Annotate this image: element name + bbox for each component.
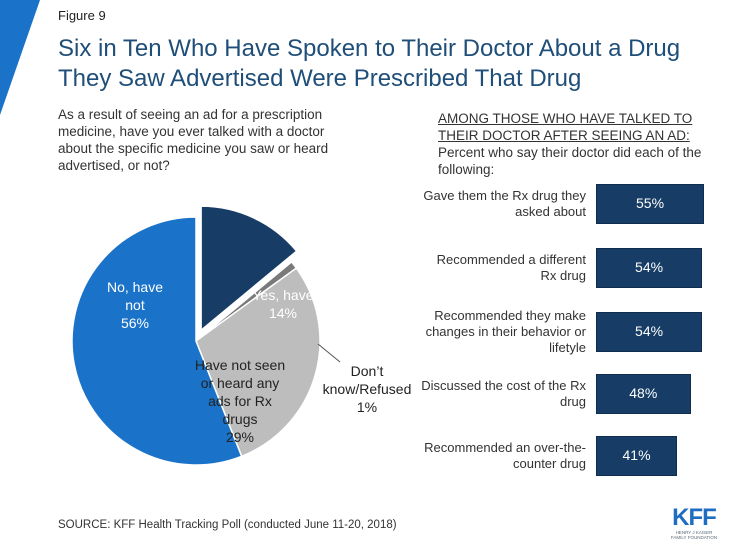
pie-label-no: No, have not 56%	[90, 278, 180, 332]
bar-behavior: 54%	[596, 312, 703, 352]
pie-label-dk: Don’t know/Refused 1%	[312, 362, 422, 416]
bar-otc: 41%	[596, 436, 678, 476]
bar-chart-heading: AMONG THOSE WHO HAVE TALKED TO THEIR DOC…	[438, 110, 728, 178]
pie-label-not-seen-line4: drugs	[222, 411, 258, 427]
bar-category: Gave them the Rx drug they asked about	[423, 188, 586, 219]
bar-subheading: Percent who say their doctor did each of…	[438, 145, 702, 177]
kff-logo: KFF HENRY J KAISER FAMILY FOUNDATION	[668, 506, 720, 542]
bar-category: Recommended a different Rx drug	[436, 252, 586, 283]
bar-category: Recommended they make changes in their b…	[425, 308, 586, 355]
pie-leader-line-dk	[317, 343, 341, 363]
pie-slice-yes	[200, 205, 298, 332]
pie-label-not-seen-line3: ads for Rx	[208, 393, 272, 409]
pie-label-not-seen-line2: or heard any	[200, 375, 280, 391]
bar-gave-drug: 55%	[596, 184, 705, 224]
source-note: SOURCE: KFF Health Tracking Poll (conduc…	[58, 519, 397, 531]
pie-value-dk: 1%	[356, 399, 378, 415]
bar-value-label: 54%	[635, 259, 664, 275]
bar-heading-line2: THEIR DOCTOR AFTER SEEING AN AD:	[438, 128, 690, 143]
figure-label: Figure 9	[58, 8, 106, 23]
bar-heading-line1: AMONG THOSE WHO HAVE TALKED TO	[438, 111, 693, 126]
bar-value-label: 48%	[629, 385, 658, 401]
bar-cost: 48%	[596, 374, 691, 414]
pie-value-yes: 14%	[268, 305, 298, 321]
pie-label-no-line1: No, have	[106, 279, 164, 295]
pie-label-yes: Yes, have 14%	[238, 286, 328, 322]
bar-value-label: 55%	[636, 195, 665, 211]
pie-label-no-line2: not	[125, 297, 145, 313]
logo-subtext-1: HENRY J KAISER	[675, 530, 713, 535]
pie-label-dk-line2: know/Refused	[322, 381, 412, 397]
bar-value-label: 54%	[635, 323, 664, 339]
survey-question: As a result of seeing an ad for a prescr…	[58, 107, 329, 173]
corner-accent	[0, 0, 40, 115]
pie-label-not-seen: Have not seen or heard any ads for Rx dr…	[180, 356, 300, 446]
chart-title: Six in Ten Who Have Spoken to Their Doct…	[58, 35, 681, 92]
logo-subtext-2: FAMILY FOUNDATION	[670, 535, 718, 540]
logo-text: KFF	[672, 504, 717, 531]
bar-category: Discussed the cost of the Rx drug	[421, 378, 586, 409]
pie-value-no: 56%	[120, 315, 150, 331]
pie-label-dk-line1: Don’t	[350, 363, 384, 379]
bar-value-label: 41%	[622, 447, 651, 463]
pie-slice-not-seen	[195, 267, 321, 458]
pie-label-not-seen-line1: Have not seen	[194, 357, 286, 373]
bar-different-drug: 54%	[596, 248, 703, 288]
pie-value-not-seen: 29%	[225, 429, 255, 445]
pie-slice-no	[71, 216, 243, 466]
bar-category: Recommended an over-the-counter drug	[424, 440, 586, 471]
pie-label-yes-text: Yes, have	[252, 287, 314, 303]
